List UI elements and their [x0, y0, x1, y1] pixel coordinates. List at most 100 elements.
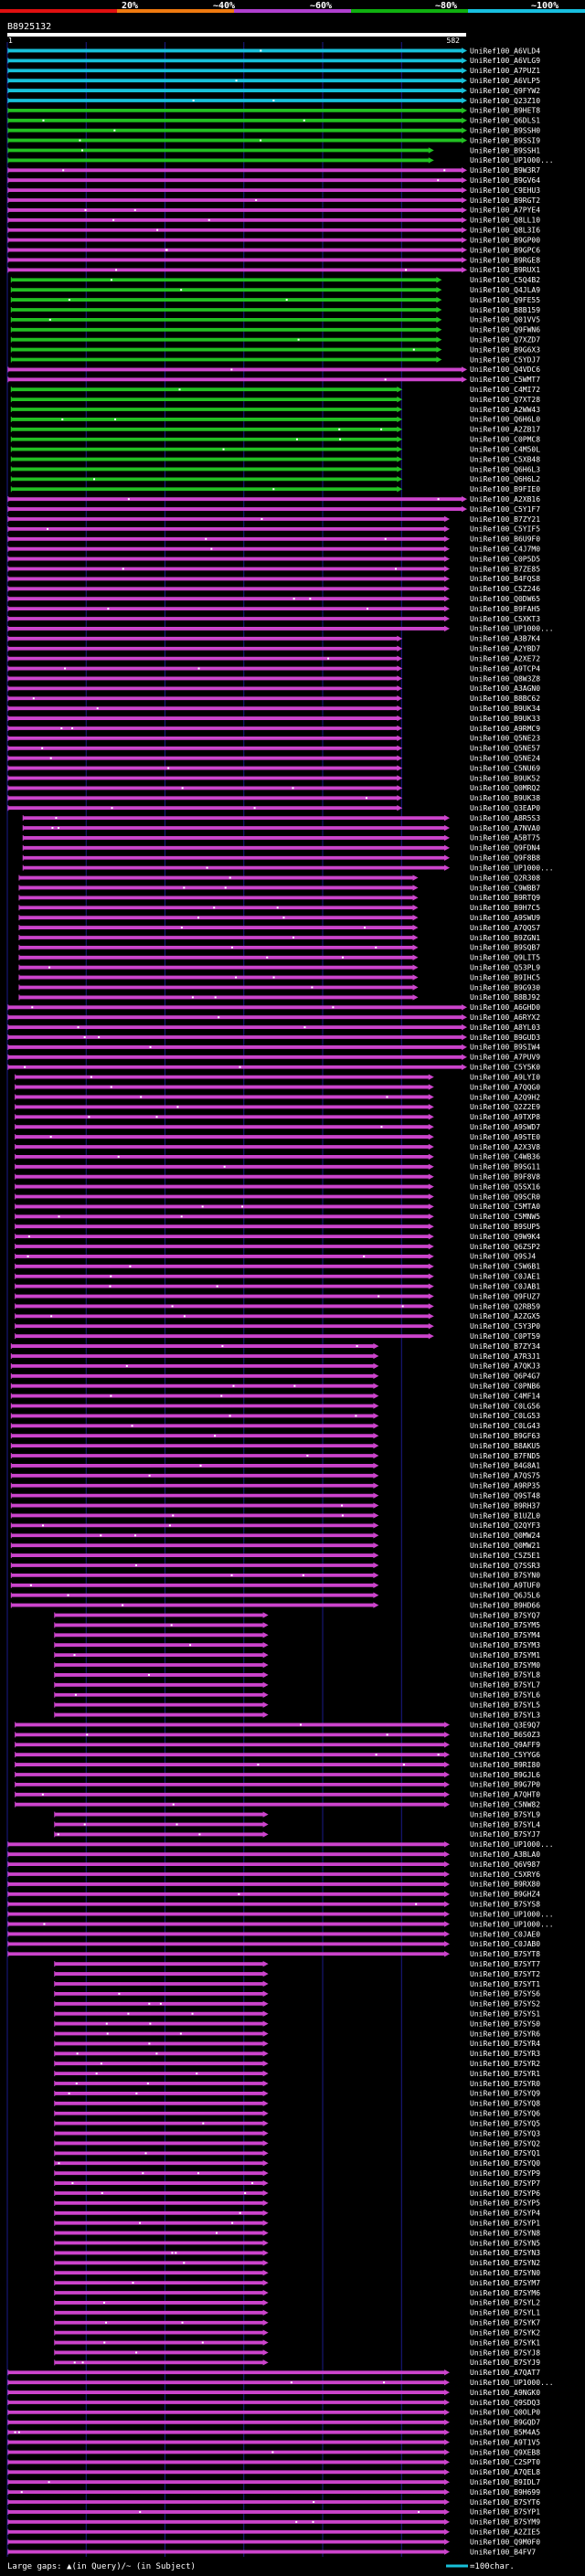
hit-label: UniRef100_C5Y1F7 [470, 505, 540, 514]
hit-row: UniRef100_B7SYK2 [54, 2328, 540, 2337]
hit-row: UniRef100_Q9SJ4 [15, 1253, 536, 1261]
hit-row: UniRef100_C4J7M0 [7, 545, 540, 553]
hit-arrowhead [412, 924, 419, 931]
hit-row: UniRef100_C4WB36 [15, 1153, 540, 1161]
hit-row: UniRef100_Q7XT28 [10, 396, 540, 404]
hit-row: UniRef100_Q4JLA9 [10, 286, 540, 294]
gap-marker [135, 2351, 138, 2354]
hit-label: UniRef100_B7SYQ1 [470, 2149, 540, 2157]
hit-arrowhead [444, 2399, 451, 2406]
hit-row: UniRef100_B7SYM5 [54, 1621, 540, 1629]
hit-label: UniRef100_B8AKU5 [470, 1442, 540, 1450]
hit-arrowhead [462, 167, 467, 174]
gap-marker [20, 2491, 23, 2494]
hit-arrowhead [444, 1881, 451, 1888]
hit-label: UniRef100_A6VLD4 [470, 47, 540, 55]
gap-marker [42, 119, 45, 122]
hit-row: UniRef100_B7SYP4 [54, 2210, 540, 2218]
hit-row: UniRef100_B7SYL5 [54, 1701, 540, 1709]
gap-marker [295, 2520, 298, 2523]
gap-marker [58, 2162, 60, 2165]
hit-label: UniRef100_B7SYP9 [470, 2169, 540, 2178]
gap-marker [139, 2221, 142, 2224]
hit-row: UniRef100_B7SYQ9 [54, 2090, 540, 2098]
hit-row: UniRef100_B9ZGN1 [18, 934, 540, 942]
hit-row: UniRef100_A7PUZ1 [7, 67, 540, 75]
hit-label: UniRef100_B9SIW4 [470, 1044, 540, 1052]
hit-label: UniRef100_B9GF63 [470, 1432, 540, 1440]
hit-label: UniRef100_C0LG43 [470, 1422, 540, 1430]
gap-marker [107, 608, 110, 610]
hit-arrowhead [444, 1742, 451, 1748]
hit-row: UniRef100_B7SYL9 [54, 1810, 540, 1818]
hit-label: UniRef100_Q5SX16 [470, 1182, 540, 1191]
hit-arrowhead [373, 1393, 379, 1399]
hit-label: UniRef100_C5Z246 [470, 585, 540, 593]
hit-arrowhead [436, 346, 442, 353]
hit-arrowhead [444, 844, 451, 852]
hit-arrowhead [444, 1931, 451, 1937]
gap-marker [105, 2321, 108, 2324]
hit-arrowhead [397, 705, 403, 712]
hit-label: UniRef100_B7SYM7 [470, 2279, 540, 2287]
hit-label: UniRef100_B7SYQ0 [470, 2159, 540, 2168]
hit-label: UniRef100_Q9SJ4 [470, 1253, 536, 1261]
identity-scale-labels: 20% ~40% ~60% ~80% ~100% [122, 1, 558, 11]
hit-row: UniRef100_B9HET8 [7, 107, 540, 115]
hit-arrowhead [444, 854, 451, 861]
hit-row: UniRef100_A7QQS7 [18, 924, 540, 932]
gap-marker [170, 1624, 173, 1627]
hit-label: UniRef100_UP1000... [470, 2379, 554, 2387]
hit-label: UniRef100_B1UZL0 [470, 1511, 540, 1520]
gap-marker [197, 917, 200, 919]
hit-row: UniRef100_Q4VDC6 [7, 366, 540, 374]
hit-arrowhead [397, 456, 403, 462]
hit-label: UniRef100_B7SYK2 [470, 2328, 540, 2337]
hit-arrowhead [436, 277, 442, 283]
gap-marker [100, 1534, 102, 1537]
hit-label: UniRef100_A7PUV9 [470, 1054, 540, 1062]
hit-label: UniRef100_A6GHD0 [470, 1003, 540, 1012]
hit-row: UniRef100_B9FAH5 [7, 605, 540, 613]
hit-arrowhead [397, 426, 403, 433]
hit-label: UniRef100_A8YL03 [470, 1023, 540, 1032]
hit-label: UniRef100_B7SYP1 [470, 2219, 540, 2227]
hit-label: UniRef100_C5NW82 [470, 1800, 540, 1808]
hit-row: UniRef100_Q7SSR3 [10, 1562, 540, 1570]
hit-label: UniRef100_B9F8V8 [470, 1172, 540, 1181]
gap-marker [271, 2451, 274, 2454]
hit-label: UniRef100_C5Q4B2 [470, 276, 540, 284]
hit-label: UniRef100_C5XKT3 [470, 615, 540, 623]
hit-arrowhead [462, 227, 467, 233]
gap-marker [272, 976, 275, 979]
hit-row: UniRef100_B9SUP5 [15, 1223, 540, 1231]
gap-marker [31, 1006, 34, 1009]
hit-arrowhead [444, 1751, 451, 1758]
gap-marker [355, 1415, 357, 1417]
gap-marker [260, 139, 262, 142]
gap-marker [375, 1754, 378, 1756]
hit-label: UniRef100_Q2RB59 [470, 1302, 540, 1310]
hit-label: UniRef100_B7SYN2 [470, 2259, 540, 2267]
gap-marker [58, 1215, 60, 1218]
hit-arrowhead [444, 2449, 451, 2455]
hit-arrowhead [262, 2210, 269, 2216]
hit-arrowhead [462, 196, 467, 204]
hit-arrowhead [462, 247, 467, 253]
hit-label: UniRef100_A9T1V5 [470, 2438, 540, 2446]
hit-arrowhead [397, 645, 403, 652]
hit-row: UniRef100_B9H699 [7, 2488, 540, 2496]
gap-marker [412, 348, 415, 351]
hit-label: UniRef100_Q8W3Z8 [470, 674, 540, 683]
legend-scale-text: =100char. [470, 2562, 515, 2571]
gap-marker [178, 388, 181, 391]
hit-arrowhead [397, 436, 403, 442]
hit-row: UniRef100_Q5NE57 [7, 745, 540, 753]
gap-marker [183, 1315, 186, 1318]
hit-arrowhead [373, 1562, 379, 1569]
hit-arrowhead [444, 2488, 451, 2496]
hit-label: UniRef100_C0JAB1 [470, 1282, 540, 1290]
hit-arrowhead [397, 665, 403, 672]
gap-marker [171, 2252, 174, 2254]
hit-arrowhead [262, 1980, 269, 1988]
